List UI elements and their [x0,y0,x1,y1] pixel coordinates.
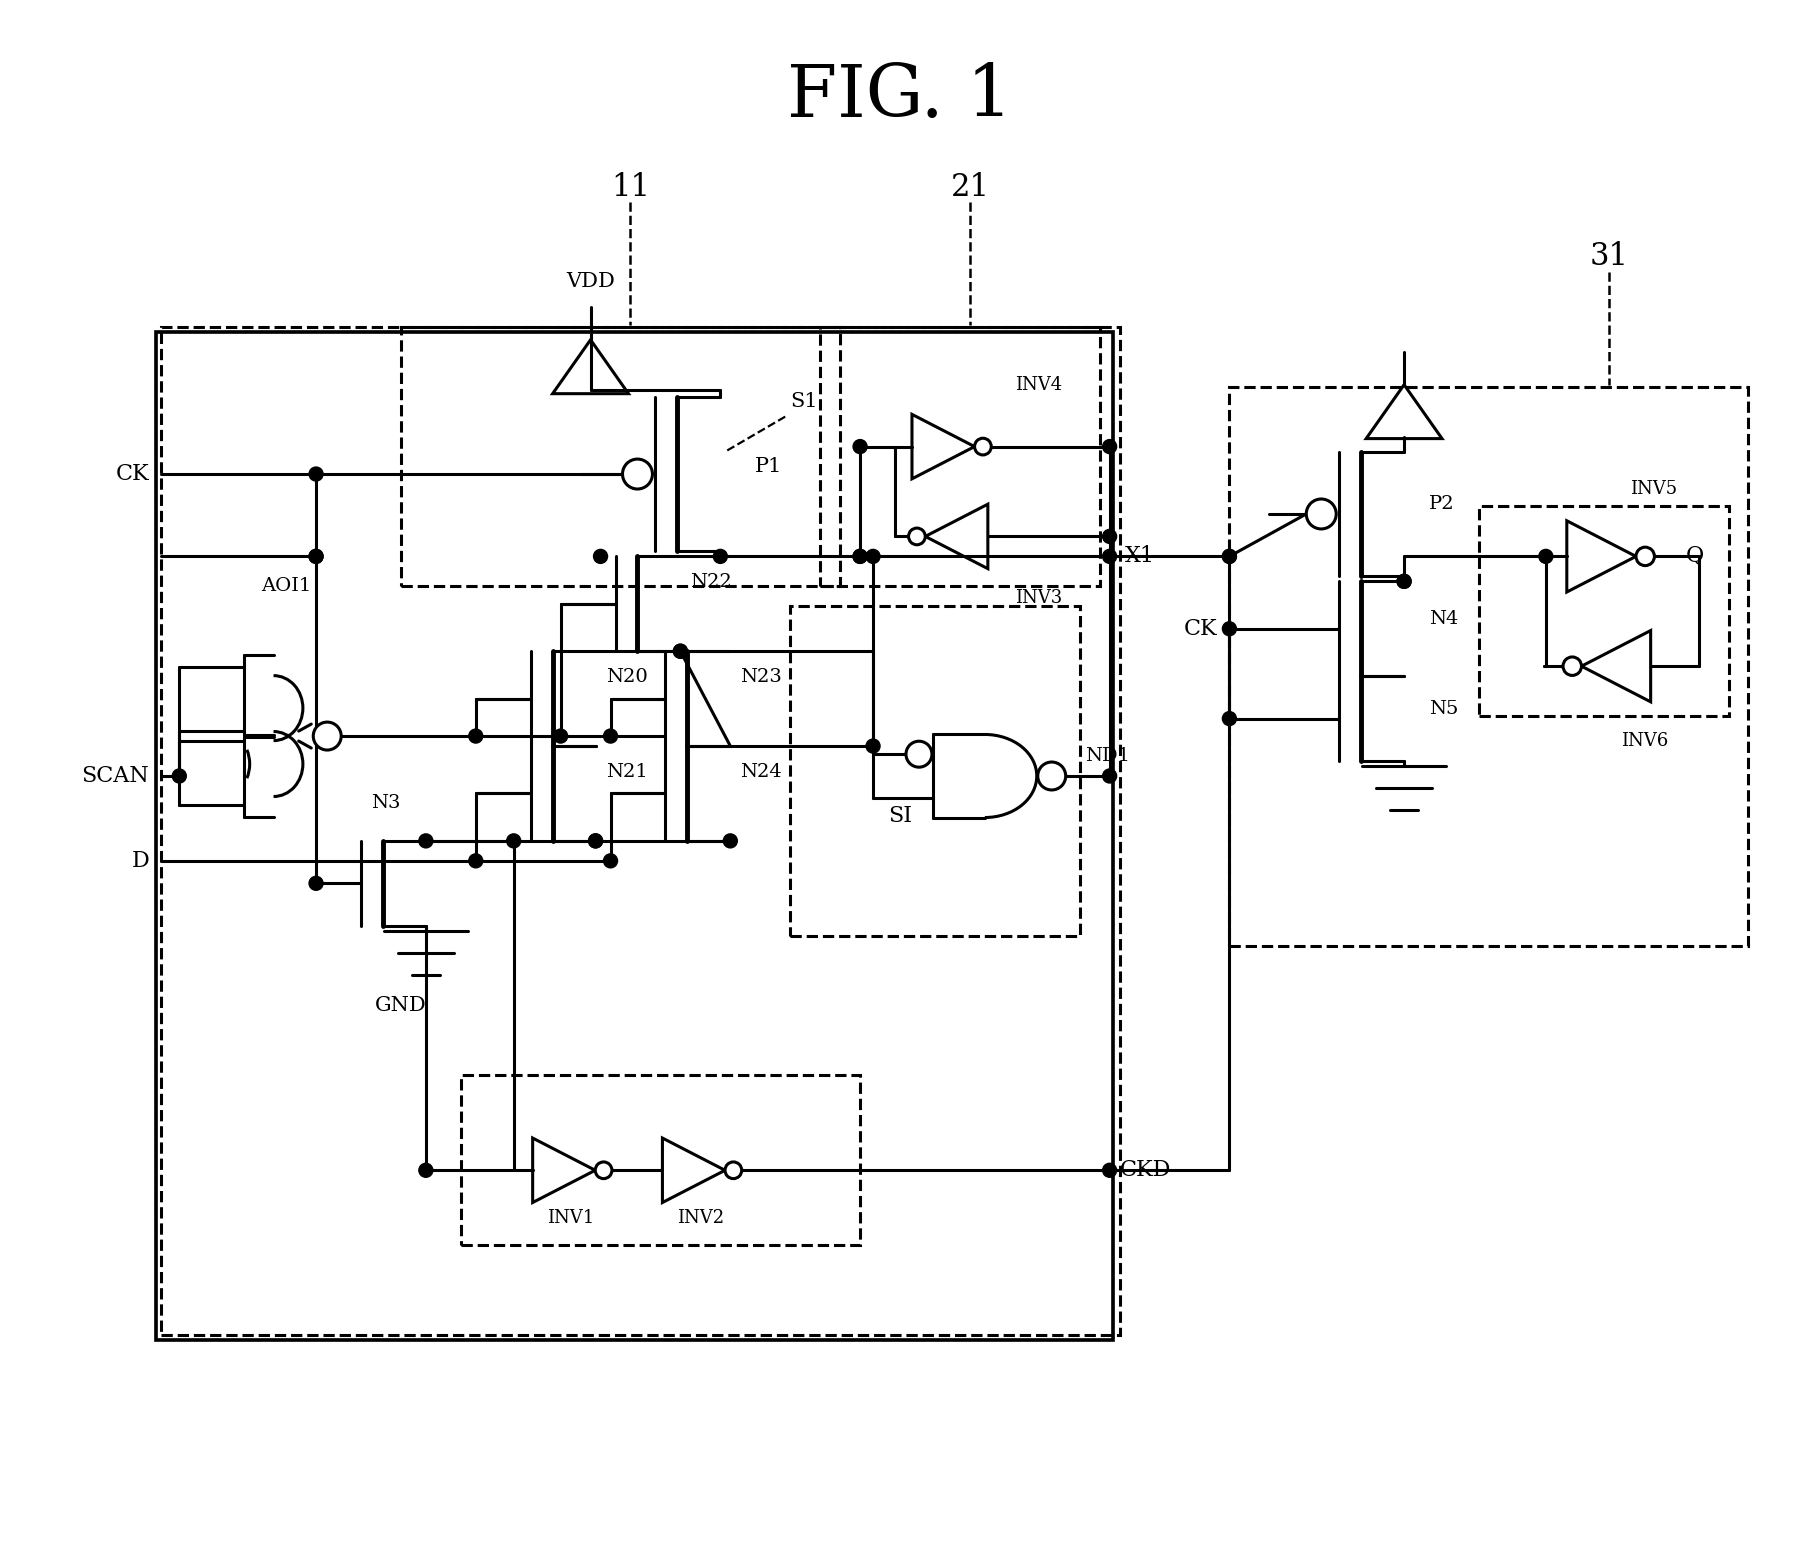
Circle shape [1103,549,1117,563]
Text: S1: S1 [791,393,818,411]
Circle shape [553,730,568,744]
Text: FIG. 1: FIG. 1 [787,62,1013,133]
Text: INV2: INV2 [678,1209,724,1226]
Circle shape [310,467,323,481]
Circle shape [906,741,932,767]
Circle shape [1397,575,1411,589]
Circle shape [975,438,991,455]
Circle shape [1103,529,1117,543]
Text: D: D [132,850,150,872]
Circle shape [589,833,602,847]
Text: SI: SI [888,805,912,827]
Text: N23: N23 [741,668,782,686]
Circle shape [1636,547,1654,566]
Circle shape [310,549,323,563]
Circle shape [310,877,323,890]
Circle shape [1562,657,1582,676]
Circle shape [173,768,186,782]
Text: Q: Q [1685,546,1705,567]
Text: N3: N3 [371,795,400,812]
Circle shape [1539,549,1553,563]
Text: INV6: INV6 [1622,733,1669,750]
Circle shape [506,833,521,847]
Circle shape [724,1163,742,1178]
Circle shape [622,459,652,489]
Text: P1: P1 [755,456,782,476]
Circle shape [469,730,483,744]
Circle shape [589,833,602,847]
Circle shape [714,549,728,563]
Circle shape [852,439,867,453]
Text: N22: N22 [690,574,732,591]
Circle shape [1038,762,1065,790]
Circle shape [418,833,432,847]
Circle shape [674,645,687,659]
Circle shape [314,722,341,750]
Text: 31: 31 [1589,241,1629,272]
Text: CK: CK [1184,618,1218,640]
Text: CK: CK [115,464,150,485]
Circle shape [908,529,924,544]
Circle shape [867,739,879,753]
Text: X1: X1 [1124,546,1155,567]
Text: N20: N20 [605,668,647,686]
Circle shape [595,1163,613,1178]
Circle shape [418,1163,432,1177]
Circle shape [1103,768,1117,782]
Text: INV1: INV1 [548,1209,595,1226]
Circle shape [1397,575,1411,589]
Circle shape [674,645,687,659]
Text: INV3: INV3 [1015,589,1061,608]
Circle shape [852,549,867,563]
Text: N5: N5 [1429,700,1458,717]
Circle shape [604,853,618,867]
Circle shape [1222,621,1236,635]
Circle shape [1103,439,1117,453]
Text: INV5: INV5 [1629,479,1678,498]
Text: P2: P2 [1429,495,1454,513]
Text: ND1: ND1 [1085,747,1130,765]
Text: VDD: VDD [566,272,614,291]
Text: INV4: INV4 [1015,376,1061,394]
Text: SCAN: SCAN [81,765,150,787]
Circle shape [593,549,607,563]
Circle shape [723,833,737,847]
Circle shape [310,549,323,563]
Text: 21: 21 [950,172,989,203]
Circle shape [1222,549,1236,563]
Text: GND: GND [375,996,427,1016]
Text: N4: N4 [1429,609,1458,628]
Text: N24: N24 [741,762,782,781]
Circle shape [1222,549,1236,563]
Text: AOI1: AOI1 [261,577,312,595]
Text: CKD: CKD [1119,1160,1171,1181]
Text: 11: 11 [611,172,651,203]
Circle shape [852,549,867,563]
Circle shape [1306,499,1337,529]
Circle shape [867,549,879,563]
Text: N21: N21 [605,762,647,781]
Circle shape [604,730,618,744]
Circle shape [1222,711,1236,725]
Circle shape [1103,1163,1117,1177]
Circle shape [469,853,483,867]
